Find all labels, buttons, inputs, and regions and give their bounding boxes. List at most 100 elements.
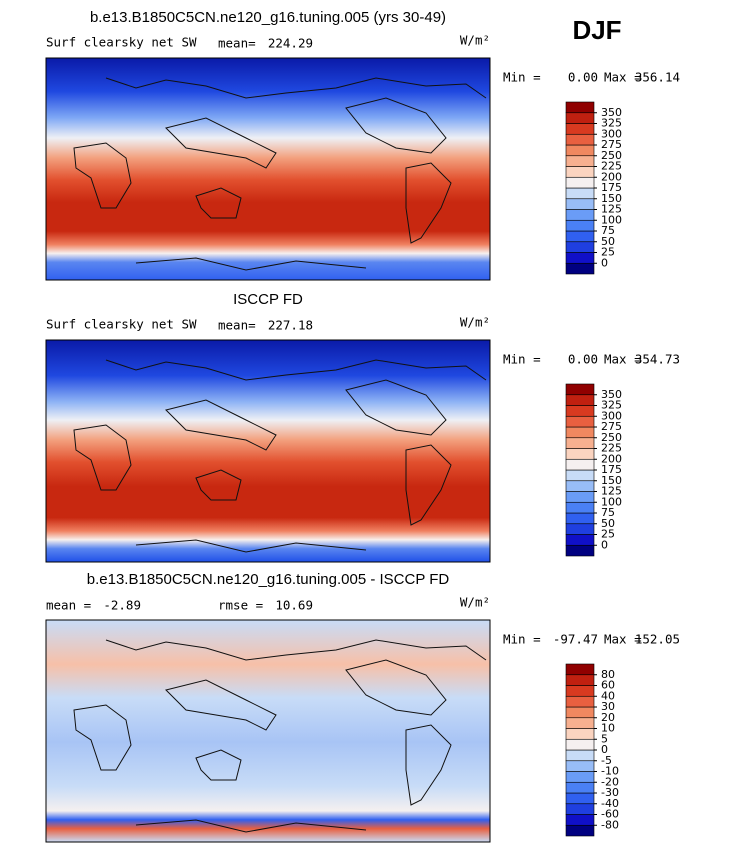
colorbar-swatch	[565, 480, 595, 492]
min-value: 0.00	[568, 352, 598, 367]
variable-name: Surf clearsky net SW	[46, 317, 197, 332]
colorbar-swatch	[565, 544, 595, 557]
colorbar-label: 325	[601, 117, 622, 130]
colorbar-label: -20	[601, 775, 619, 788]
stat-value: 10.69	[275, 598, 313, 613]
colorbar-swatch	[565, 501, 595, 514]
colorbar-label: -60	[601, 808, 619, 821]
colorbar-swatch	[565, 155, 595, 167]
colorbar-swatch	[565, 491, 595, 503]
colorbar-swatch	[565, 187, 595, 200]
colorbar-swatch	[565, 792, 595, 805]
colorbar-swatch	[565, 717, 595, 729]
stat-label: mean=	[218, 318, 256, 333]
colorbar-label: 225	[601, 442, 622, 455]
colorbar-label: -40	[601, 797, 619, 810]
map-field	[46, 620, 490, 842]
map-frame	[45, 619, 491, 843]
colorbar-swatch	[565, 728, 595, 740]
season-label: DJF	[572, 15, 621, 45]
map-field	[46, 340, 490, 562]
colorbar-label: 0	[601, 743, 608, 756]
colorbar-label: 325	[601, 399, 622, 412]
stat-label: mean=	[218, 36, 256, 51]
panel-title: ISCCP FD	[233, 291, 303, 308]
colorbar-label: -10	[601, 765, 619, 778]
colorbar-swatch	[565, 534, 595, 546]
colorbar-swatch	[565, 262, 595, 275]
stat-value: 224.29	[268, 36, 313, 51]
colorbar-label: 30	[601, 700, 615, 713]
colorbar-label: 300	[601, 409, 622, 422]
colorbar-label: 80	[601, 668, 615, 681]
colorbar-swatch	[565, 448, 595, 460]
colorbar-label: 0	[601, 256, 608, 269]
colorbar-label: 275	[601, 420, 622, 433]
colorbar-swatch	[565, 230, 595, 243]
colorbar-swatch	[565, 695, 595, 708]
stat-label: rmse =	[218, 598, 263, 613]
max-label: Max =	[604, 632, 642, 647]
colorbar-label: 150	[601, 192, 622, 205]
panel-title: b.e13.B1850C5CN.ne120_g16.tuning.005 - I…	[87, 571, 450, 588]
colorbar-label: 10	[601, 722, 615, 735]
colorbar-label: 200	[601, 170, 622, 183]
colorbar-swatch	[565, 738, 595, 751]
colorbar-label: 20	[601, 711, 615, 724]
min-label: Min =	[503, 632, 541, 647]
units: W/m²	[460, 595, 490, 610]
colorbar-swatch	[565, 760, 595, 772]
colorbar-label: -80	[601, 818, 619, 831]
max-label: Max =	[604, 352, 642, 367]
units: W/m²	[460, 315, 490, 330]
colorbar-swatch	[565, 426, 595, 439]
min-value: -97.47	[553, 632, 598, 647]
max-value: 356.14	[635, 70, 680, 85]
colorbar-label: 75	[601, 506, 615, 519]
colorbar-swatch	[565, 512, 595, 525]
colorbar-swatch	[565, 663, 595, 676]
colorbar-swatch	[565, 824, 595, 837]
colorbar-label: 225	[601, 160, 622, 173]
colorbar-swatch	[565, 523, 595, 535]
colorbar-label: 5	[601, 732, 608, 745]
colorbar-swatch	[565, 405, 595, 417]
colorbar-label: 300	[601, 127, 622, 140]
colorbar-swatch	[565, 219, 595, 232]
colorbar-label: 125	[601, 485, 622, 498]
colorbar-swatch	[565, 469, 595, 482]
colorbar-swatch	[565, 101, 595, 114]
colorbar-swatch	[565, 383, 595, 396]
colorbar-swatch	[565, 803, 595, 815]
colorbar-swatch	[565, 133, 595, 146]
colorbar-swatch	[565, 144, 595, 157]
colorbar-label: 50	[601, 517, 615, 530]
stat-label: mean =	[46, 598, 91, 613]
colorbar-label: 50	[601, 235, 615, 248]
colorbar-swatch	[565, 706, 595, 719]
min-label: Min =	[503, 352, 541, 367]
colorbar-swatch	[565, 252, 595, 264]
map-frame	[45, 339, 491, 563]
colorbar-label: 0	[601, 538, 608, 551]
min-value: 0.00	[568, 70, 598, 85]
map-field	[46, 58, 490, 280]
colorbar-swatch	[565, 241, 595, 253]
colorbar-swatch	[565, 166, 595, 178]
map-frame	[45, 57, 491, 281]
colorbar-swatch	[565, 437, 595, 449]
colorbar-label: 125	[601, 203, 622, 216]
colorbar-swatch	[565, 123, 595, 135]
colorbar-label: 25	[601, 528, 615, 541]
max-value: 354.73	[635, 352, 680, 367]
colorbar-swatch	[565, 781, 595, 794]
colorbar-label: 275	[601, 138, 622, 151]
colorbar-swatch	[565, 814, 595, 826]
colorbar-swatch	[565, 458, 595, 471]
min-label: Min =	[503, 70, 541, 85]
colorbar-swatch	[565, 685, 595, 697]
max-value: 152.05	[635, 632, 680, 647]
colorbar-label: 25	[601, 246, 615, 259]
colorbar-label: 250	[601, 149, 622, 162]
